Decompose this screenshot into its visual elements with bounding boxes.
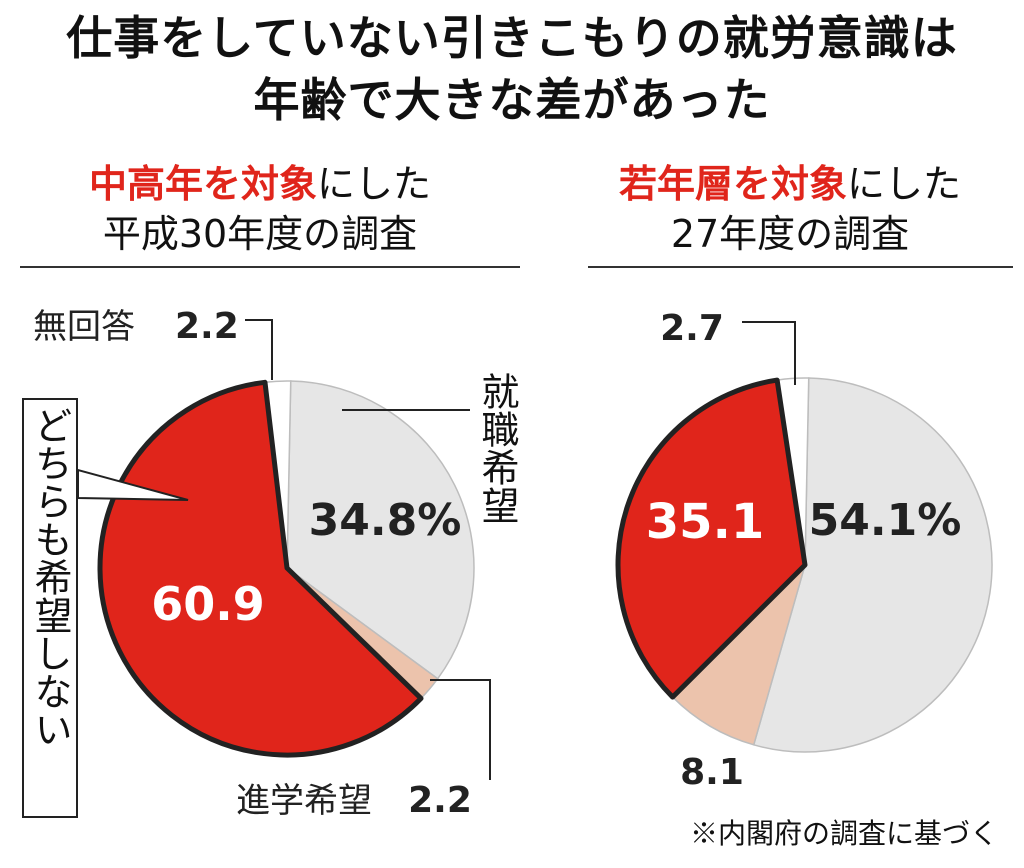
left-header-line2: 平成30年度の調査 [102, 212, 418, 256]
right-header-line2: 27年度の調査 [670, 212, 910, 256]
left-header-rest: にした [317, 162, 432, 206]
left-header-rule [20, 266, 520, 268]
pie-chart-middle-aged [97, 379, 475, 758]
left-header-emphasis: 中高年を対象 [88, 162, 317, 206]
chart-title-line1: 仕事をしていない引きこもりの就労意識は [66, 11, 958, 65]
pie-slice-outline-0-2 [97, 379, 424, 758]
label-study-left: 2.2 [408, 780, 472, 821]
right-header-emphasis: 若年層を対象 [618, 162, 847, 206]
right-header-rule [588, 266, 1013, 268]
label-no-answer-left: 2.2 [175, 306, 239, 347]
category-study: 進学希望 [236, 781, 372, 821]
pie-chart-young [615, 377, 993, 753]
right-header-rest: にした [847, 162, 962, 206]
category-neither: どちらも希望しない [28, 406, 72, 748]
label-study-right: 8.1 [680, 752, 744, 793]
category-employment: 就職希望 [475, 372, 519, 524]
label-neither-right: 35.1 [646, 494, 764, 550]
label-employment-right: 54.1% [809, 495, 962, 546]
pie-slice-0-0 [286, 380, 475, 680]
callout-neither-box [22, 398, 78, 818]
leader-no-answer-right [742, 321, 796, 385]
pie-slice-outline-1-2 [615, 377, 808, 700]
source-note: ※内閣府の調査に基づく [689, 817, 998, 850]
label-employment-left: 34.8% [309, 495, 462, 546]
category-no-answer: 無回答 [33, 307, 135, 347]
left-header-line1: 中高年を対象にした [20, 160, 500, 208]
pie-slice-1-0 [752, 377, 993, 753]
leader-no-answer-left [245, 319, 273, 380]
leader-study-left [430, 679, 491, 780]
callout-neither-pointer [77, 468, 189, 501]
label-neither-left: 60.9 [151, 577, 265, 631]
chart-title-line2: 年齢で大きな差があった [253, 73, 771, 127]
right-header-line1: 若年層を対象にした [570, 160, 1010, 208]
label-no-answer-right: 2.7 [660, 308, 724, 349]
